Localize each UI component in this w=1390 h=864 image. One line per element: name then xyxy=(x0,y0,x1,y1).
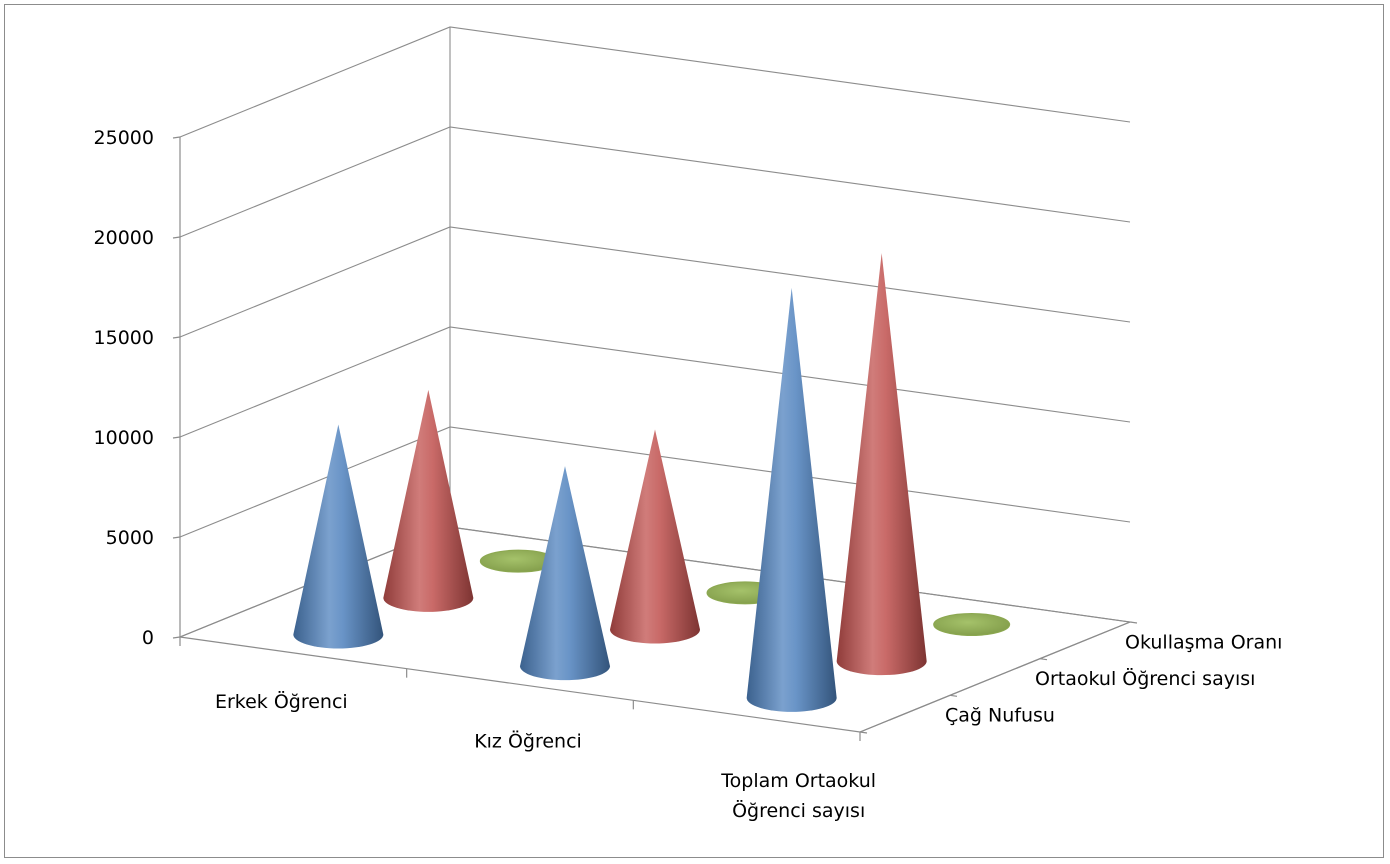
cone-ortaokul-renci-say-s- xyxy=(836,253,927,676)
cone--a-nufusu xyxy=(520,466,610,681)
cone-ortaokul-renci-say-s- xyxy=(383,389,474,612)
axes xyxy=(172,136,1138,741)
y-tick-label: 15000 xyxy=(94,327,154,349)
category-label-line: Kız Öğrenci xyxy=(474,730,582,753)
series-label: Okullaşma Oranı xyxy=(1125,631,1282,653)
y-tick-label: 10000 xyxy=(94,427,154,449)
y-tick xyxy=(172,136,181,139)
chart-frame xyxy=(4,4,1384,858)
gridline xyxy=(179,26,1131,138)
y-tick-label: 20000 xyxy=(94,227,154,249)
cone-base xyxy=(933,613,1011,636)
y-tick xyxy=(172,436,181,439)
cone-body xyxy=(610,429,700,644)
category-label: Erkek Öğrenci xyxy=(215,690,348,713)
cone-body xyxy=(383,389,474,612)
y-tick xyxy=(172,636,181,639)
gridline xyxy=(179,126,1131,238)
depth-axis-line xyxy=(859,621,1131,733)
category-label-line: Erkek Öğrenci xyxy=(215,690,348,713)
cone-body xyxy=(520,466,610,681)
depth-tick xyxy=(859,731,868,734)
y-tick xyxy=(172,236,181,239)
y-tick xyxy=(172,536,181,539)
cone-body xyxy=(746,287,837,712)
depth-tick xyxy=(1039,658,1048,661)
cone--a-nufusu xyxy=(746,287,837,712)
cone-ortaokul-renci-say-s- xyxy=(610,429,700,644)
depth-tick xyxy=(1129,621,1138,624)
y-tick-label: 5000 xyxy=(106,527,154,549)
y-tick xyxy=(172,336,181,339)
series-label: Çağ Nufusu xyxy=(945,705,1055,727)
category-label: Toplam Ortaokul Öğrenci sayısı xyxy=(720,770,876,822)
y-tick-label: 0 xyxy=(142,627,154,649)
y-tick-label: 25000 xyxy=(94,127,154,149)
category-label: Kız Öğrenci xyxy=(474,730,582,753)
category-label-line: Öğrenci sayısı xyxy=(732,799,865,822)
cone-body xyxy=(293,424,384,649)
gridline xyxy=(179,226,1131,338)
cone-okulla-ma-oran- xyxy=(933,613,1011,636)
cones xyxy=(293,253,1011,712)
cone-body xyxy=(836,253,927,676)
category-label-line: Toplam Ortaokul xyxy=(720,770,876,792)
gridline xyxy=(179,326,1131,438)
depth-tick xyxy=(949,694,958,697)
cone--a-nufusu xyxy=(293,424,384,649)
labels: 0 5000 10000 15000 20000 25000 Erkek Öğrenci Kı… xyxy=(94,127,1283,822)
series-label: Ortaokul Öğrenci sayısı xyxy=(1035,667,1255,690)
